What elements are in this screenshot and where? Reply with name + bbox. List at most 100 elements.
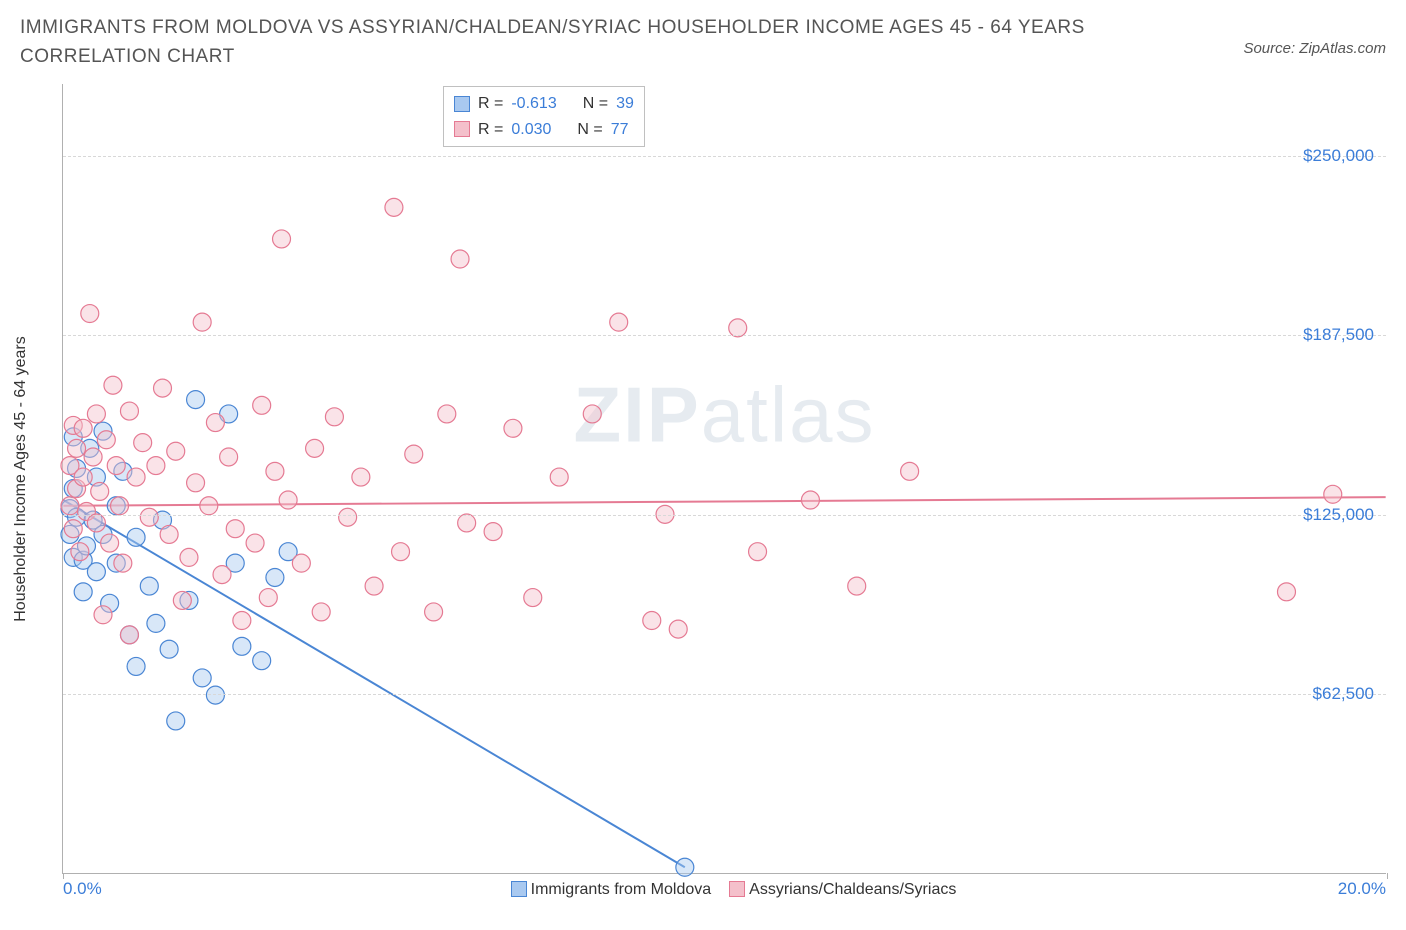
data-point-assyrian: [325, 408, 343, 426]
data-point-assyrian: [504, 419, 522, 437]
data-point-assyrian: [167, 442, 185, 460]
data-point-assyrian: [801, 491, 819, 509]
data-point-assyrian: [154, 379, 172, 397]
data-point-assyrian: [160, 525, 178, 543]
data-point-assyrian: [524, 589, 542, 607]
data-point-assyrian: [61, 497, 79, 515]
gridline-horizontal: [63, 335, 1386, 336]
data-point-assyrian: [74, 468, 92, 486]
data-point-assyrian: [87, 514, 105, 532]
data-point-assyrian: [306, 439, 324, 457]
stats-r-value: -0.613: [511, 91, 556, 117]
data-point-moldova: [127, 657, 145, 675]
data-point-assyrian: [901, 462, 919, 480]
gridline-horizontal: [63, 156, 1386, 157]
data-point-moldova: [127, 528, 145, 546]
data-point-assyrian: [134, 434, 152, 452]
y-tick-label: $250,000: [1303, 146, 1374, 166]
data-point-assyrian: [365, 577, 383, 595]
legend-swatch-moldova: [511, 881, 527, 897]
data-point-assyrian: [266, 462, 284, 480]
data-point-assyrian: [140, 508, 158, 526]
data-point-assyrian: [71, 543, 89, 561]
data-point-assyrian: [200, 497, 218, 515]
data-point-assyrian: [583, 405, 601, 423]
data-point-assyrian: [107, 457, 125, 475]
data-point-moldova: [676, 858, 694, 876]
swatch-assyrian: [454, 121, 470, 137]
data-point-assyrian: [81, 305, 99, 323]
data-point-assyrian: [104, 376, 122, 394]
data-point-moldova: [233, 637, 251, 655]
data-point-assyrian: [180, 548, 198, 566]
data-point-moldova: [253, 652, 271, 670]
data-point-assyrian: [610, 313, 628, 331]
data-point-assyrian: [438, 405, 456, 423]
data-point-assyrian: [206, 414, 224, 432]
data-point-assyrian: [352, 468, 370, 486]
stats-row-moldova: R =-0.613N =39: [454, 91, 634, 117]
data-point-assyrian: [233, 612, 251, 630]
stats-row-assyrian: R =0.030N =77: [454, 117, 634, 143]
data-point-assyrian: [101, 534, 119, 552]
correlation-stats-box: R =-0.613N =39R =0.030N =77: [443, 86, 645, 147]
data-point-assyrian: [193, 313, 211, 331]
legend-swatch-assyrian: [729, 881, 745, 897]
stats-r-value: 0.030: [511, 117, 551, 143]
data-point-moldova: [147, 614, 165, 632]
regression-line-assyrian: [63, 497, 1385, 506]
data-point-assyrian: [111, 497, 129, 515]
x-tick-label: 20.0%: [1338, 879, 1386, 899]
data-point-assyrian: [1277, 583, 1295, 601]
chart-container: Householder Income Ages 45 - 64 years ZI…: [20, 84, 1386, 914]
plot-area: ZIPatlas R =-0.613N =39R =0.030N =77 Imm…: [62, 84, 1386, 874]
chart-source: Source: ZipAtlas.com: [1243, 40, 1386, 57]
data-point-assyrian: [1324, 485, 1342, 503]
x-tick-mark: [1387, 873, 1388, 879]
gridline-horizontal: [63, 515, 1386, 516]
data-point-assyrian: [643, 612, 661, 630]
data-point-assyrian: [246, 534, 264, 552]
data-point-moldova: [193, 669, 211, 687]
data-point-assyrian: [68, 439, 86, 457]
y-tick-label: $62,500: [1313, 684, 1374, 704]
data-point-assyrian: [749, 543, 767, 561]
data-point-assyrian: [392, 543, 410, 561]
series-legend: Immigrants from MoldovaAssyrians/Chaldea…: [63, 881, 1386, 899]
data-point-assyrian: [120, 626, 138, 644]
data-point-assyrian: [253, 396, 271, 414]
data-point-assyrian: [120, 402, 138, 420]
data-point-assyrian: [147, 457, 165, 475]
data-point-moldova: [140, 577, 158, 595]
data-point-assyrian: [458, 514, 476, 532]
x-tick-label: 0.0%: [63, 879, 102, 899]
data-point-assyrian: [213, 566, 231, 584]
data-point-assyrian: [259, 589, 277, 607]
gridline-horizontal: [63, 694, 1386, 695]
y-tick-label: $125,000: [1303, 505, 1374, 525]
data-point-assyrian: [74, 419, 92, 437]
data-point-assyrian: [173, 591, 191, 609]
data-point-assyrian: [405, 445, 423, 463]
data-point-assyrian: [339, 508, 357, 526]
data-point-assyrian: [91, 482, 109, 500]
data-point-assyrian: [220, 448, 238, 466]
data-point-moldova: [266, 568, 284, 586]
stats-n-label: N =: [577, 117, 602, 143]
data-point-assyrian: [187, 474, 205, 492]
data-point-assyrian: [550, 468, 568, 486]
data-point-assyrian: [279, 491, 297, 509]
data-point-assyrian: [451, 250, 469, 268]
legend-label-assyrian: Assyrians/Chaldeans/Syriacs: [749, 881, 956, 898]
stats-r-label: R =: [478, 91, 503, 117]
data-point-assyrian: [848, 577, 866, 595]
data-point-assyrian: [84, 448, 102, 466]
data-point-assyrian: [292, 554, 310, 572]
data-point-moldova: [160, 640, 178, 658]
data-point-assyrian: [87, 405, 105, 423]
stats-n-value: 77: [611, 117, 629, 143]
chart-title: IMMIGRANTS FROM MOLDOVA VS ASSYRIAN/CHAL…: [20, 14, 1120, 71]
data-point-moldova: [187, 391, 205, 409]
data-point-moldova: [167, 712, 185, 730]
data-point-assyrian: [385, 198, 403, 216]
